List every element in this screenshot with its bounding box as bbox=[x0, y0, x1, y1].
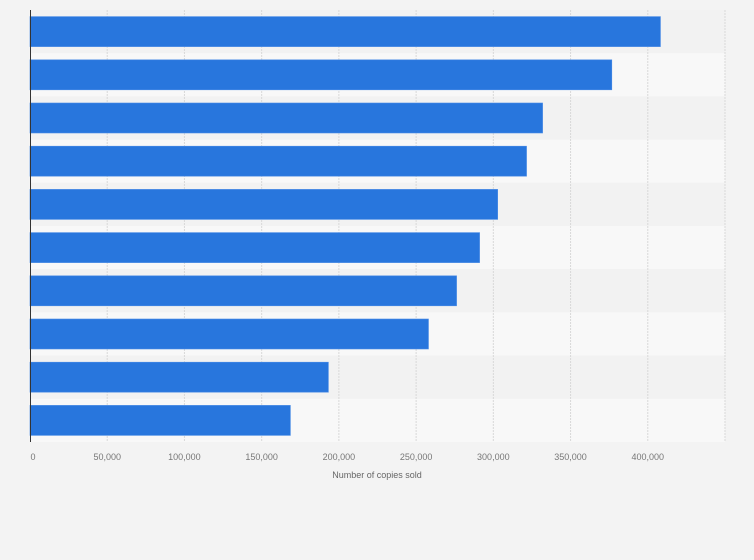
bar[interactable] bbox=[29, 405, 291, 436]
x-tick-label: 150,000 bbox=[245, 452, 278, 462]
x-tick-label: 0 bbox=[30, 452, 35, 462]
x-axis-label: Number of copies sold bbox=[332, 470, 422, 480]
bar[interactable] bbox=[29, 59, 613, 91]
bar[interactable] bbox=[29, 361, 329, 393]
bar[interactable] bbox=[29, 145, 527, 177]
x-tick-label: 350,000 bbox=[554, 452, 587, 462]
x-tick-label: 50,000 bbox=[93, 452, 121, 462]
bar[interactable] bbox=[29, 189, 498, 220]
x-tick-label: 100,000 bbox=[168, 452, 201, 462]
bar[interactable] bbox=[29, 318, 429, 350]
bar[interactable] bbox=[29, 16, 661, 47]
x-tick-label: 300,000 bbox=[477, 452, 510, 462]
x-tick-label: 400,000 bbox=[632, 452, 665, 462]
x-tick-label: 250,000 bbox=[400, 452, 433, 462]
bar[interactable] bbox=[29, 102, 543, 134]
bar[interactable] bbox=[29, 275, 457, 307]
x-tick-label: 200,000 bbox=[323, 452, 356, 462]
bar[interactable] bbox=[29, 232, 480, 263]
